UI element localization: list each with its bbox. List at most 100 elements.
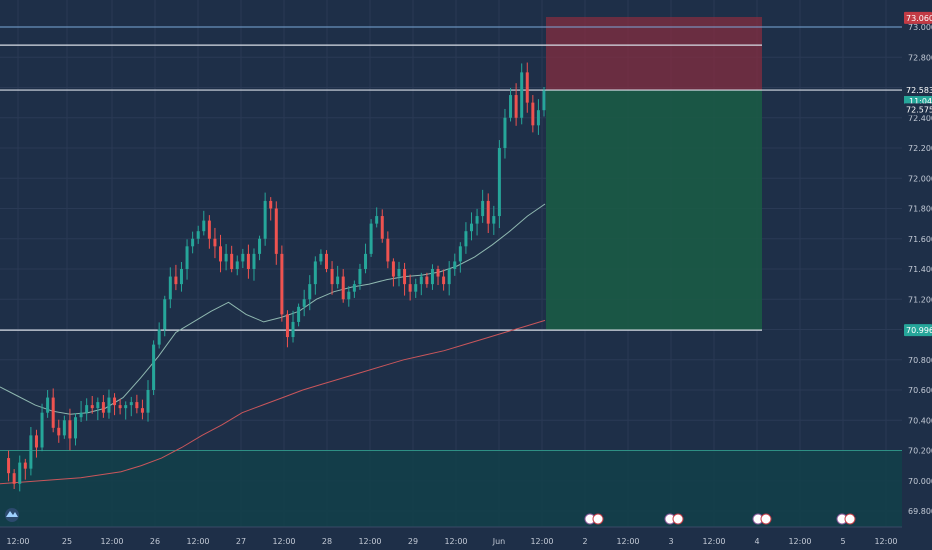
candle-body xyxy=(464,231,468,247)
candle-body xyxy=(51,397,55,428)
candle-body xyxy=(364,253,368,269)
x-tick-label: 4 xyxy=(754,537,759,546)
event-flag-icon xyxy=(592,513,604,525)
candle-body xyxy=(163,299,167,330)
y-tick-label: 72.800 xyxy=(908,53,932,62)
candle-body xyxy=(235,261,239,269)
candle-body xyxy=(135,402,139,409)
candle-body xyxy=(258,238,262,254)
candle-body xyxy=(291,321,295,338)
candle-body xyxy=(29,435,33,469)
y-tick-label: 71.600 xyxy=(908,235,932,244)
candle-body xyxy=(18,462,22,484)
candle-body xyxy=(297,306,301,322)
candle-body xyxy=(7,458,11,474)
y-tick-label: 72.000 xyxy=(908,174,932,183)
y-tick-label: 71.200 xyxy=(908,295,932,304)
x-tick-label: 27 xyxy=(236,537,246,546)
candle-body xyxy=(397,269,401,277)
candle-body xyxy=(352,284,356,292)
y-tick-label: 70.800 xyxy=(908,356,932,365)
candle-body xyxy=(152,344,156,390)
candle-body xyxy=(436,269,440,277)
candle-body xyxy=(285,314,289,338)
event-count-label: 5 xyxy=(682,512,686,519)
candle-body xyxy=(263,200,267,239)
y-tick-label: 70.200 xyxy=(908,447,932,456)
candle-body xyxy=(475,216,479,224)
stop-price-badge-bg xyxy=(904,11,932,24)
candle-body xyxy=(430,269,434,285)
event-flag-icon xyxy=(760,513,772,525)
candle-body xyxy=(207,220,211,239)
candle-body xyxy=(319,253,323,262)
candle-body xyxy=(113,397,117,406)
candle-body xyxy=(425,276,429,285)
y-tick-label: 69.800 xyxy=(908,507,932,516)
x-tick-label: 26 xyxy=(150,537,160,546)
x-tick-label: 29 xyxy=(408,537,418,546)
demand-zone xyxy=(0,450,902,527)
x-tick-label: 12:00 xyxy=(530,537,553,546)
candle-body xyxy=(124,405,128,409)
candle-body xyxy=(157,329,161,345)
candle-body xyxy=(497,148,501,217)
countdown-badge: 11:04 xyxy=(909,97,932,106)
x-tick-label: 12:00 xyxy=(272,537,295,546)
take-profit-zone xyxy=(546,90,762,331)
candle-body xyxy=(213,238,217,247)
candle-body xyxy=(85,405,89,413)
y-tick-label: 71.800 xyxy=(908,205,932,214)
candle-body xyxy=(542,90,546,111)
last-price-badge-bg xyxy=(904,103,932,116)
candle-body xyxy=(375,216,379,224)
candle-body xyxy=(419,276,423,285)
candle-body xyxy=(380,216,384,239)
entry-price-badge: 72.583 xyxy=(906,86,932,95)
candle-body xyxy=(140,408,144,413)
candle-body xyxy=(90,405,94,409)
candle-body xyxy=(230,253,234,269)
candle-body xyxy=(442,276,446,285)
candle-body xyxy=(246,253,250,269)
candle-body xyxy=(536,110,540,126)
candle-body xyxy=(469,223,473,232)
x-tick-label: 12:00 xyxy=(788,537,811,546)
candle-body xyxy=(447,269,451,285)
candle-body xyxy=(330,269,334,285)
countdown-badge-bg xyxy=(904,96,932,107)
candle-body xyxy=(414,284,418,292)
candle-body xyxy=(107,397,111,413)
candle-body xyxy=(391,261,395,277)
candle-body xyxy=(520,72,524,118)
candle-body xyxy=(269,200,273,209)
candle-body xyxy=(174,276,178,285)
candle-body xyxy=(252,253,256,269)
candle-body xyxy=(46,397,50,413)
x-tick-label: 2 xyxy=(582,537,587,546)
event-flag-icon xyxy=(672,513,684,525)
candle-body xyxy=(12,473,16,484)
candle-body xyxy=(219,246,223,262)
y-tick-label: 73.000 xyxy=(908,23,932,32)
moving-average-long xyxy=(0,319,546,485)
target-price-badge: 70.996 xyxy=(906,326,932,335)
candle-body xyxy=(403,269,407,285)
stop-price-badge: 73.060 xyxy=(906,14,932,23)
x-tick-label: 12:00 xyxy=(702,537,725,546)
x-tick-label: 12:00 xyxy=(100,537,123,546)
candle-body xyxy=(57,427,61,436)
candle-body xyxy=(118,405,122,409)
candle-body xyxy=(503,117,507,148)
candle-body xyxy=(185,246,189,269)
candle-body xyxy=(302,299,306,307)
target-price-badge-bg xyxy=(904,324,932,337)
candle-body xyxy=(514,95,518,118)
event-flag-icon xyxy=(844,513,856,525)
x-tick-label: 12:00 xyxy=(6,537,29,546)
candle-body xyxy=(101,402,105,413)
event-count-label: 4 xyxy=(770,512,774,519)
x-tick-label: 3 xyxy=(668,537,673,546)
candle-body xyxy=(79,412,83,418)
